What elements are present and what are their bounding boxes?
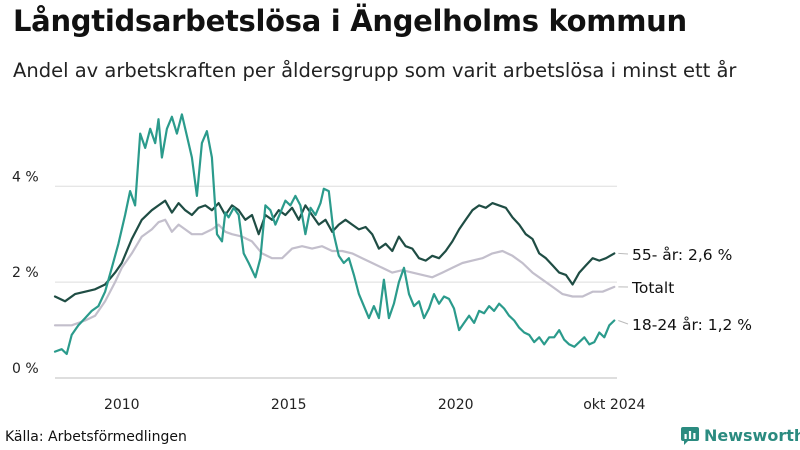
end-label: 55- år: 2,6 %: [632, 246, 732, 264]
series-line-totalt: [53, 218, 616, 327]
brand-name: Newsworthy: [704, 425, 800, 445]
source-note: Källa: Arbetsförmedlingen: [5, 429, 187, 445]
end-label-connector: [618, 320, 629, 325]
end-label: Totalt: [631, 279, 674, 297]
x-axis-ticks: 2010 2015 2020 okt 2024: [104, 397, 646, 413]
x-tick-label: okt 2024: [583, 397, 645, 413]
x-tick-label: 2015: [271, 397, 307, 413]
series-lines: [53, 113, 616, 356]
y-tick-label: 2 %: [12, 265, 39, 281]
x-tick-label: 2010: [104, 397, 140, 413]
end-label-connector: [618, 252, 629, 255]
chart-subtitle: Andel av arbetskraften per åldersgrupp s…: [13, 59, 737, 82]
x-tick-label: 2020: [438, 397, 474, 413]
y-axis-ticks: 0 % 2 % 4 %: [12, 169, 39, 377]
end-labels: 55- år: 2,6 % Totalt 18-24 år: 1,2 %: [618, 246, 752, 334]
chart-title: Långtidsarbetslösa i Ängelholms kommun: [13, 4, 687, 38]
series-line-18-24-r: [53, 113, 616, 356]
y-tick-label: 4 %: [12, 169, 39, 185]
newsworthy-logo-icon: [681, 427, 699, 445]
end-label: 18-24 år: 1,2 %: [632, 316, 752, 334]
gridlines: [55, 185, 617, 379]
brand-logo[interactable]: Newsworthy: [680, 425, 800, 445]
series-line-55-r: [53, 199, 616, 303]
y-tick-label: 0 %: [12, 361, 39, 377]
